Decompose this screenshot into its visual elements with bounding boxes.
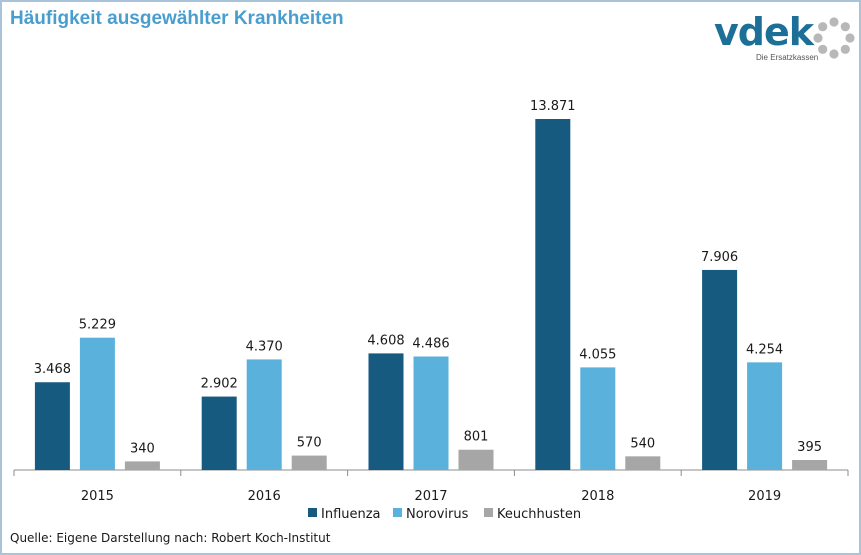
logo-ring-dot <box>840 44 850 54</box>
legend-swatch-keuchhusten <box>484 508 493 517</box>
logo-ring-dot <box>829 17 839 27</box>
data-label: 2.902 <box>201 377 238 392</box>
chart-title: Häufigkeit ausgewählter Krankheiten <box>10 8 344 29</box>
dotted-ring-icon <box>813 17 855 59</box>
logo-ring-dot <box>845 33 855 43</box>
x-tick-label: 2017 <box>414 489 447 504</box>
bar-norovirus-2016 <box>246 359 282 470</box>
legend-label-keuchhusten: Keuchhusten <box>497 507 581 522</box>
bar-norovirus-2018 <box>580 367 616 470</box>
data-label: 4.608 <box>367 333 404 348</box>
legend-swatch-norovirus <box>393 508 402 517</box>
legend-label-norovirus: Norovirus <box>406 507 469 522</box>
data-label: 570 <box>297 436 322 451</box>
logo-ring-dot <box>818 22 828 32</box>
data-label: 3.468 <box>34 362 71 377</box>
bar-influenza-2017 <box>368 353 404 470</box>
logo-ring-dot <box>813 33 823 43</box>
bar-influenza-2016 <box>201 396 237 470</box>
source-note: Quelle: Eigene Darstellung nach: Robert … <box>10 531 331 545</box>
data-label: 4.486 <box>412 336 449 351</box>
bar-keuchhusten-2015 <box>124 461 160 470</box>
x-tick-label: 2015 <box>81 489 114 504</box>
data-label: 7.906 <box>701 250 738 265</box>
vdek-logo: vdek Die Ersatzkassen <box>714 10 855 64</box>
logo-ring-dot <box>840 22 850 32</box>
bar-norovirus-2015 <box>79 337 115 470</box>
data-label: 4.055 <box>579 347 616 362</box>
data-label: 13.871 <box>530 99 576 114</box>
x-tick-label: 2018 <box>581 489 614 504</box>
bar-chart: 3.468 5.229 340 2015 2.902 4.370 570 2016 4.608 4… <box>13 99 849 522</box>
data-label: 340 <box>130 441 155 456</box>
logo-tagline: Die Ersatzkassen <box>756 53 819 62</box>
legend-label-influenza: Influenza <box>321 507 381 522</box>
legend-swatch-influenza <box>308 508 317 517</box>
bar-keuchhusten-2019 <box>792 460 828 470</box>
data-label: 540 <box>630 436 655 451</box>
bar-norovirus-2019 <box>747 362 783 470</box>
bar-norovirus-2017 <box>413 356 449 470</box>
data-label: 5.229 <box>79 318 116 333</box>
data-label: 395 <box>797 440 822 455</box>
x-tick-label: 2019 <box>748 489 781 504</box>
logo-ring-dot <box>818 44 828 54</box>
bar-influenza-2019 <box>702 269 738 470</box>
logo-ring-dot <box>829 49 839 59</box>
bar-keuchhusten-2018 <box>625 456 661 470</box>
bar-keuchhusten-2017 <box>458 449 494 470</box>
logo-wordmark: vdek <box>714 10 814 54</box>
bar-influenza-2015 <box>34 382 70 470</box>
x-tick-label: 2016 <box>248 489 281 504</box>
bar-influenza-2018 <box>535 119 571 470</box>
data-label: 801 <box>464 430 489 445</box>
data-label: 4.370 <box>246 339 283 354</box>
bar-keuchhusten-2016 <box>291 455 327 470</box>
data-label: 4.254 <box>746 342 783 357</box>
